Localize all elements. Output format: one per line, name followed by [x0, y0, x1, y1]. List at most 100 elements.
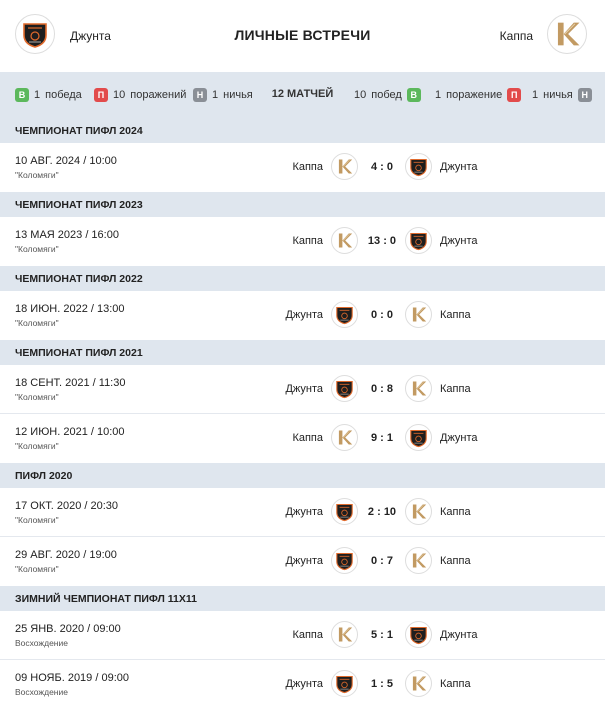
match-row[interactable]: 17 ОКТ. 2020 / 20:30 "Коломяги" Джунта 2…	[0, 488, 605, 537]
team-right-logo[interactable]	[547, 14, 587, 54]
left-losses-count: 10	[113, 89, 126, 101]
home-team-logo[interactable]	[331, 424, 358, 451]
match-row[interactable]: 18 СЕНТ. 2021 / 11:30 "Коломяги" Джунта …	[0, 365, 605, 414]
match-row[interactable]: 12 ИЮН. 2021 / 10:00 "Коломяги" Каппа 9 …	[0, 414, 605, 463]
right-wins-label: побед	[371, 89, 402, 101]
home-team-name[interactable]: Каппа	[292, 629, 323, 641]
draw-badge: Н	[577, 88, 592, 102]
match-venue: "Коломяги"	[15, 244, 59, 254]
team-logo-icon	[334, 230, 355, 251]
draw-badge: Н	[193, 88, 207, 102]
home-team-logo[interactable]	[331, 375, 358, 402]
match-score[interactable]: 13 : 0	[367, 235, 397, 247]
home-team-logo[interactable]	[331, 301, 358, 328]
away-team-logo[interactable]	[405, 153, 432, 180]
away-team-logo[interactable]	[405, 621, 432, 648]
home-team-name[interactable]: Джунта	[285, 506, 323, 518]
match-date: 25 ЯНВ. 2020 / 09:00	[15, 623, 121, 635]
kappa-k-icon	[550, 17, 584, 51]
away-team-logo[interactable]	[405, 670, 432, 697]
win-badge: В	[15, 88, 29, 102]
away-team-name[interactable]: Джунта	[440, 235, 478, 247]
team-right-name[interactable]: Каппа	[499, 29, 533, 43]
match-row[interactable]: 25 ЯНВ. 2020 / 09:00 Восхождение Каппа 5…	[0, 611, 605, 660]
match-score[interactable]: 2 : 10	[367, 506, 397, 518]
match-date: 10 АВГ. 2024 / 10:00	[15, 155, 117, 167]
page-header: Джунта ЛИЧНЫЕ ВСТРЕЧИ Каппа	[0, 0, 605, 72]
left-draws-count: 1	[212, 89, 219, 101]
away-team-name[interactable]: Джунта	[440, 432, 478, 444]
away-team-logo[interactable]	[405, 375, 432, 402]
home-team-logo[interactable]	[331, 670, 358, 697]
home-team-logo[interactable]	[331, 621, 358, 648]
away-team-logo[interactable]	[405, 301, 432, 328]
away-team-name[interactable]: Каппа	[440, 383, 471, 395]
away-team-name[interactable]: Каппа	[440, 678, 471, 690]
match-score[interactable]: 1 : 5	[370, 678, 393, 690]
team-logo-icon	[408, 378, 429, 399]
away-team-logo[interactable]	[405, 498, 432, 525]
tournament-header: ЗИМНИЙ ЧЕМПИОНАТ ПИФЛ 11Х11	[0, 586, 605, 611]
away-team-logo[interactable]	[405, 424, 432, 451]
away-team-name[interactable]: Джунта	[440, 161, 478, 173]
home-team-name[interactable]: Каппа	[292, 432, 323, 444]
match-venue: Восхождение	[15, 687, 68, 697]
team-logo-icon	[408, 624, 429, 645]
team-left-logo[interactable]	[15, 14, 55, 54]
tournament-header: ЧЕМПИОНАТ ПИФЛ 2022	[0, 266, 605, 291]
match-score[interactable]: 4 : 0	[370, 161, 393, 173]
team-logo-icon	[334, 378, 355, 399]
right-losses: 1 поражение П	[435, 88, 522, 102]
right-wins: 10 побед В	[354, 88, 421, 102]
match-date: 18 СЕНТ. 2021 / 11:30	[15, 377, 126, 389]
home-team-logo[interactable]	[331, 227, 358, 254]
home-team-name[interactable]: Джунта	[285, 309, 323, 321]
away-team-name[interactable]: Каппа	[440, 309, 471, 321]
match-row[interactable]: 10 АВГ. 2024 / 10:00 "Коломяги" Каппа 4 …	[0, 143, 605, 192]
match-row[interactable]: 13 МАЯ 2023 / 16:00 "Коломяги" Каппа 13 …	[0, 217, 605, 266]
team-logo-icon	[408, 230, 429, 251]
team-logo-icon	[334, 304, 355, 325]
match-score[interactable]: 0 : 7	[370, 555, 393, 567]
djunta-shield-icon	[20, 19, 50, 49]
home-team-name[interactable]: Джунта	[285, 383, 323, 395]
match-date: 29 АВГ. 2020 / 19:00	[15, 549, 117, 561]
loss-badge: П	[94, 88, 108, 102]
team-logo-icon	[408, 501, 429, 522]
away-team-name[interactable]: Каппа	[440, 506, 471, 518]
team-logo-icon	[334, 156, 355, 177]
tournament-header: ЧЕМПИОНАТ ПИФЛ 2021	[0, 340, 605, 365]
away-team-name[interactable]: Джунта	[440, 629, 478, 641]
home-team-logo[interactable]	[331, 498, 358, 525]
match-venue: "Коломяги"	[15, 564, 59, 574]
team-left-name[interactable]: Джунта	[70, 29, 111, 43]
right-losses-count: 1	[435, 89, 442, 101]
match-date: 18 ИЮН. 2022 / 13:00	[15, 303, 125, 315]
away-team-name[interactable]: Каппа	[440, 555, 471, 567]
home-team-logo[interactable]	[331, 547, 358, 574]
team-logo-icon	[408, 673, 429, 694]
away-team-logo[interactable]	[405, 547, 432, 574]
match-score[interactable]: 0 : 8	[370, 383, 393, 395]
left-losses: П 10 поражений	[94, 88, 186, 102]
match-row[interactable]: 18 ИЮН. 2022 / 13:00 "Коломяги" Джунта 0…	[0, 291, 605, 340]
match-score[interactable]: 0 : 0	[370, 309, 393, 321]
team-logo-icon	[408, 304, 429, 325]
team-logo-icon	[334, 550, 355, 571]
match-row[interactable]: 29 АВГ. 2020 / 19:00 "Коломяги" Джунта 0…	[0, 537, 605, 586]
match-venue: "Коломяги"	[15, 392, 59, 402]
home-team-name[interactable]: Джунта	[285, 678, 323, 690]
loss-badge: П	[507, 88, 522, 102]
match-row[interactable]: 09 НОЯБ. 2019 / 09:00 Восхождение Джунта…	[0, 660, 605, 709]
away-team-logo[interactable]	[405, 227, 432, 254]
tournament-header: ЧЕМПИОНАТ ПИФЛ 2024	[0, 118, 605, 143]
home-team-name[interactable]: Джунта	[285, 555, 323, 567]
team-logo-icon	[334, 501, 355, 522]
home-team-name[interactable]: Каппа	[292, 161, 323, 173]
match-score[interactable]: 9 : 1	[370, 432, 393, 444]
match-date: 12 ИЮН. 2021 / 10:00	[15, 426, 125, 438]
home-team-name[interactable]: Каппа	[292, 235, 323, 247]
team-logo-icon	[408, 156, 429, 177]
home-team-logo[interactable]	[331, 153, 358, 180]
match-score[interactable]: 5 : 1	[370, 629, 393, 641]
